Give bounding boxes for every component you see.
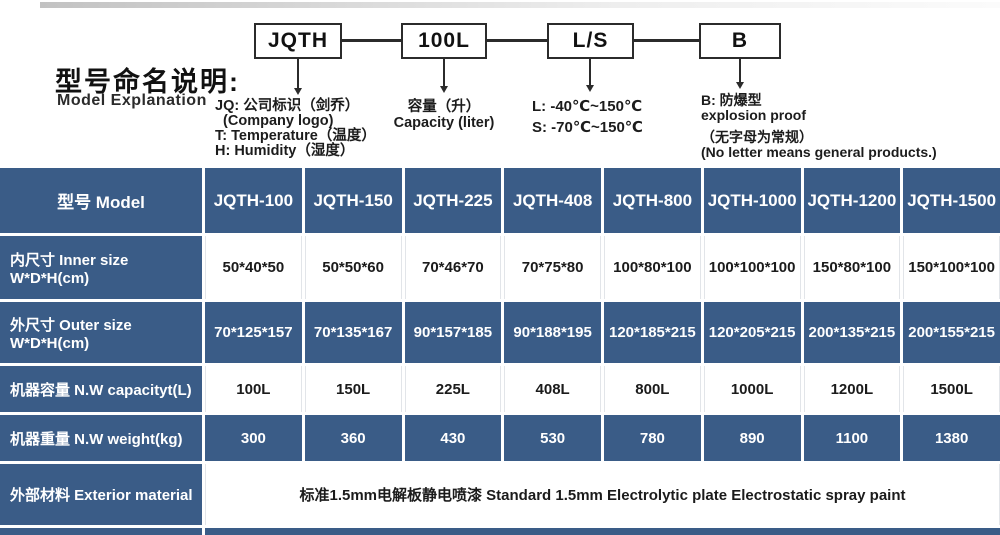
down-arrow-100l <box>440 59 448 93</box>
down-arrow-jqth <box>294 59 302 95</box>
cell-outer-size-7: 200*135*215 <box>803 302 901 363</box>
cell-weight-8: 1380 <box>903 415 1000 461</box>
cell-capacity-5: 800L <box>604 366 701 412</box>
note-jqth: JQ: 公司标识（剑乔） (Company logo) T: Temperatu… <box>215 99 376 159</box>
cell-outer-size-8: 200*155*215 <box>903 302 1000 363</box>
diagram-box-jqth: JQTH <box>254 23 342 59</box>
spec-table: 型号 Model JQTH-100 JQTH-150 JQTH-225 JQTH… <box>0 168 1000 535</box>
diagram-title-en: Model Explanation <box>57 92 207 109</box>
table-row-outer-size: 外尺寸 Outer size W*D*H(cm) 70*125*157 70*1… <box>0 302 1000 363</box>
connector-line-3 <box>634 39 699 42</box>
model-naming-diagram: 型号命名说明: Model Explanation JQTH 100L L/S … <box>0 0 1000 168</box>
diagram-box-ls: L/S <box>547 23 634 59</box>
cell-exterior-material: 标准1.5mm电解板静电喷漆 Standard 1.5mm Electrolyt… <box>205 464 1000 525</box>
table-row-capacity: 机器容量 N.W capacityt(L) 100L 150L 225L 408… <box>0 366 1000 412</box>
note-100l: 容量（升） Capacity (liter) <box>388 99 500 131</box>
cell-weight-4: 530 <box>504 415 601 461</box>
cell-capacity-6: 1000L <box>703 366 801 412</box>
note-b: B: 防爆型 explosion proof （无字母为常规） (No lett… <box>701 93 937 159</box>
cell-outer-size-4: 90*188*195 <box>504 302 601 363</box>
cell-outer-size-5: 120*185*215 <box>604 302 701 363</box>
cell-inner-size-6: 100*100*100 <box>703 236 801 299</box>
table-row-inner-size: 内尺寸 Inner size W*D*H(cm) 50*40*50 50*50*… <box>0 236 1000 299</box>
connector-line-1 <box>342 39 401 42</box>
header-cell-jqth-225: JQTH-225 <box>404 168 502 233</box>
row-label-weight: 机器重量 N.W weight(kg) <box>0 415 202 461</box>
row-label-exterior-material: 外部材料 Exterior material <box>0 464 202 525</box>
diagram-title-zh: 型号命名说明: <box>55 67 240 97</box>
partial-row-span-cell <box>205 528 1000 535</box>
top-shadow-strip <box>40 2 1000 8</box>
header-cell-jqth-150: JQTH-150 <box>304 168 402 233</box>
note-jqth-line-1: JQ: 公司标识（剑乔） <box>215 98 360 114</box>
cell-inner-size-1: 50*40*50 <box>205 236 302 299</box>
cell-capacity-1: 100L <box>205 366 302 412</box>
cell-weight-6: 890 <box>703 415 801 461</box>
note-jqth-line-2: (Company logo) <box>215 113 334 129</box>
note-100l-line-2: Capacity (liter) <box>393 115 495 131</box>
cell-weight-5: 780 <box>604 415 701 461</box>
cell-capacity-2: 150L <box>304 366 402 412</box>
down-arrow-ls <box>586 59 594 92</box>
note-b-line-3: （无字母为常规） <box>701 129 813 145</box>
header-cell-model: 型号 Model <box>0 168 202 233</box>
row-label-capacity: 机器容量 N.W capacityt(L) <box>0 366 202 412</box>
cell-weight-2: 360 <box>304 415 402 461</box>
table-header-row: 型号 Model JQTH-100 JQTH-150 JQTH-225 JQTH… <box>0 168 1000 233</box>
cell-outer-size-3: 90*157*185 <box>404 302 502 363</box>
table-row-exterior-material: 外部材料 Exterior material 标准1.5mm电解板静电喷漆 St… <box>0 464 1000 525</box>
row-label-outer-size: 外尺寸 Outer size W*D*H(cm) <box>0 302 202 363</box>
header-cell-jqth-408: JQTH-408 <box>504 168 601 233</box>
table-row-weight: 机器重量 N.W weight(kg) 300 360 430 530 780 … <box>0 415 1000 461</box>
diagram-box-b: B <box>699 23 781 59</box>
cell-inner-size-5: 100*80*100 <box>604 236 701 299</box>
row-label-inner-size: 内尺寸 Inner size W*D*H(cm) <box>0 236 202 299</box>
cell-capacity-7: 1200L <box>803 366 901 412</box>
connector-line-2 <box>487 39 547 42</box>
note-ls: L: -40℃~150℃ S: -70℃~150℃ <box>532 96 643 138</box>
cell-inner-size-8: 150*100*100 <box>903 236 1000 299</box>
cell-outer-size-2: 70*135*167 <box>304 302 402 363</box>
note-b-line-4: (No letter means general products.) <box>701 143 937 160</box>
cell-outer-size-1: 70*125*157 <box>205 302 302 363</box>
cell-capacity-3: 225L <box>404 366 502 412</box>
diagram-box-100l: 100L <box>401 23 487 59</box>
header-cell-jqth-1000: JQTH-1000 <box>703 168 801 233</box>
header-cell-jqth-800: JQTH-800 <box>604 168 701 233</box>
note-100l-line-1: 容量（升） <box>407 99 481 115</box>
cell-weight-3: 430 <box>404 415 502 461</box>
cell-capacity-4: 408L <box>504 366 601 412</box>
cell-weight-1: 300 <box>205 415 302 461</box>
header-cell-jqth-1500: JQTH-1500 <box>903 168 1000 233</box>
cell-inner-size-4: 70*75*80 <box>504 236 601 299</box>
note-jqth-line-3: T: Temperature（温度） <box>215 128 376 144</box>
note-b-line-2: explosion proof <box>701 106 806 123</box>
cell-inner-size-3: 70*46*70 <box>404 236 502 299</box>
note-jqth-line-4: H: Humidity（湿度） <box>215 143 355 159</box>
cell-inner-size-7: 150*80*100 <box>803 236 901 299</box>
cell-weight-7: 1100 <box>803 415 901 461</box>
cell-capacity-8: 1500L <box>903 366 1000 412</box>
header-cell-jqth-100: JQTH-100 <box>205 168 302 233</box>
table-partial-next-row <box>0 528 1000 535</box>
partial-row-label-cell <box>0 528 202 535</box>
header-cell-jqth-1200: JQTH-1200 <box>803 168 901 233</box>
cell-outer-size-6: 120*205*215 <box>703 302 801 363</box>
cell-inner-size-2: 50*50*60 <box>304 236 402 299</box>
note-b-line-1: B: 防爆型 <box>701 92 762 108</box>
note-ls-line-2: S: -70℃~150℃ <box>532 119 643 136</box>
down-arrow-b <box>736 59 744 89</box>
note-ls-line-1: L: -40℃~150℃ <box>532 98 643 115</box>
